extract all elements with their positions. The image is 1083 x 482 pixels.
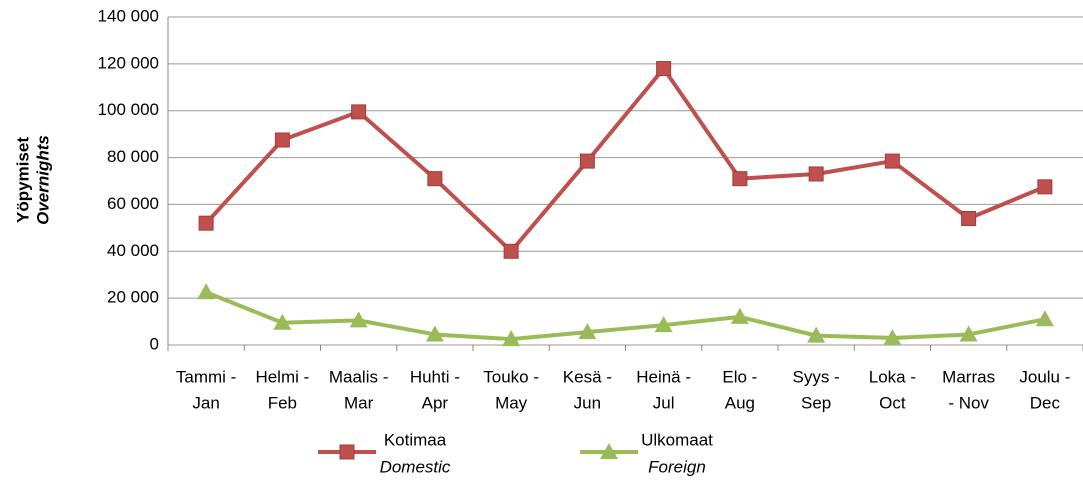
legend-label: Domestic — [380, 457, 451, 476]
x-tick-label: Oct — [879, 393, 906, 412]
marker — [274, 132, 290, 148]
marker — [339, 444, 355, 460]
marker — [654, 316, 673, 333]
x-tick-label: Maalis - — [329, 367, 389, 386]
x-tick-label: Elo - — [722, 367, 757, 386]
marker — [578, 323, 597, 340]
x-tick-label: Heinä - — [636, 367, 691, 386]
x-tick-label: Tammi - — [176, 367, 236, 386]
legend-label: Ulkomaat — [641, 430, 713, 449]
x-tick-label: Sep — [801, 393, 831, 412]
x-tick-label: Loka - — [869, 367, 916, 386]
y-axis-title-fi: Yöpymiset — [13, 137, 32, 223]
y-tick-label: 100 000 — [98, 100, 159, 119]
marker — [884, 153, 900, 169]
x-tick-label: Helmi - — [255, 367, 309, 386]
series-line — [205, 290, 1046, 342]
marker — [198, 215, 214, 231]
marker — [656, 61, 672, 77]
marker — [807, 326, 826, 343]
marker — [883, 328, 902, 345]
marker — [273, 313, 292, 330]
marker — [1035, 310, 1054, 327]
x-tick-label: Huhti - — [410, 367, 460, 386]
y-axis-title-en: Overnights — [33, 135, 52, 225]
y-tick-label: 140 000 — [98, 6, 159, 25]
x-tick-label: Kesä - — [563, 367, 612, 386]
x-tick-label: Joulu - — [1019, 367, 1070, 386]
x-tick-label: May — [495, 393, 528, 412]
series-line — [204, 66, 1046, 254]
x-tick-label: Touko - — [483, 367, 539, 386]
x-tick-label: Apr — [422, 393, 449, 412]
marker — [197, 283, 216, 300]
legend-label: Kotimaa — [384, 430, 447, 449]
y-tick-label: 120 000 — [98, 53, 159, 72]
x-tick-label: Feb — [268, 393, 297, 412]
legend-label: Foreign — [648, 457, 706, 476]
marker — [600, 443, 618, 459]
y-tick-label: 20 000 — [107, 288, 159, 307]
x-tick-label: Aug — [725, 393, 755, 412]
marker — [808, 166, 824, 182]
x-tick-label: Jun — [574, 393, 601, 412]
marker — [1037, 179, 1053, 195]
marker — [732, 171, 748, 187]
marker — [349, 311, 368, 328]
y-tick-label: 40 000 — [107, 241, 159, 260]
x-tick-label: Dec — [1030, 393, 1061, 412]
marker — [425, 325, 444, 342]
y-tick-label: 0 — [150, 334, 159, 353]
marker — [503, 243, 519, 259]
x-tick-label: Marras — [942, 367, 995, 386]
marker — [730, 307, 749, 324]
x-tick-label: Mar — [344, 393, 374, 412]
y-axis-title: Yöpymiset Overnights — [13, 135, 52, 225]
x-tick-label: Syys - — [793, 367, 840, 386]
y-tick-label: 60 000 — [107, 194, 159, 213]
x-tick-label: - Nov — [948, 393, 989, 412]
marker — [502, 330, 521, 347]
marker — [579, 153, 595, 169]
marker — [961, 210, 977, 226]
marker — [427, 171, 443, 187]
x-tick-label: Jan — [192, 393, 219, 412]
x-tick-label: Jul — [653, 393, 675, 412]
marker — [351, 104, 367, 120]
y-tick-label: 80 000 — [107, 147, 159, 166]
marker — [959, 325, 978, 342]
